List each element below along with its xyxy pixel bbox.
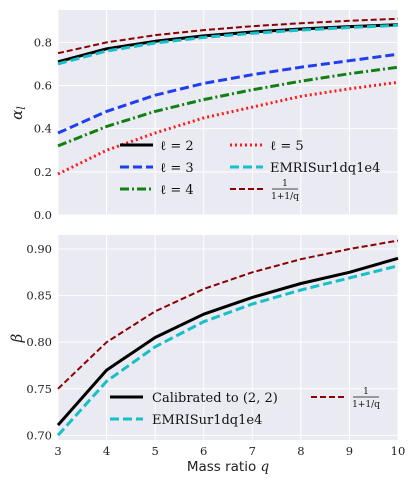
x-tick-label: 5 — [151, 444, 158, 458]
y-tick-label: 0.4 — [34, 122, 52, 136]
series-line-0 — [56, 256, 399, 427]
legend-frac-num-top: 1 — [282, 179, 288, 189]
y-tick-label: 0.90 — [26, 242, 52, 256]
x-axis-label: Mass ratio q — [187, 459, 270, 475]
legend-label-l2: ℓ = 2 — [160, 139, 194, 154]
legend-label-l5: ℓ = 5 — [270, 139, 304, 154]
legend-label-l3: ℓ = 3 — [160, 161, 194, 176]
top-legend: ℓ = 2 ℓ = 5 ℓ = 3 EMRISur1dq1e4 ℓ = 4 1 … — [120, 139, 380, 202]
y-tick-label: 0.75 — [26, 382, 52, 396]
x-tick-label: 10 — [391, 444, 406, 458]
x-tick-label: 9 — [346, 444, 353, 458]
y-tick-label: 0.80 — [26, 335, 52, 349]
x-tick-label: 7 — [249, 444, 256, 458]
series-line-1 — [57, 52, 399, 135]
legend-label-emri-bottom: EMRISur1dq1e4 — [152, 413, 262, 428]
y-tick-label: 0.0 — [34, 208, 52, 222]
y-tick-label: 0.8 — [34, 35, 52, 49]
y-tick-label: 0.70 — [26, 428, 52, 442]
legend-frac-den-top: 1+1/q — [271, 192, 299, 202]
bottom-gridlines — [57, 235, 399, 440]
x-tick-label: 4 — [103, 444, 110, 458]
legend-frac-num-bottom: 1 — [363, 387, 369, 397]
series-line-5 — [57, 17, 399, 55]
x-tick-label: 8 — [297, 444, 304, 458]
legend-label-emri-top: EMRISur1dq1e4 — [270, 161, 380, 176]
bottom-plot-area — [58, 235, 398, 440]
legend-frac-den-bottom: 1+1/q — [352, 400, 380, 410]
y-tick-label: 0.6 — [34, 79, 52, 93]
bottom-legend: Calibrated to (2, 2) EMRISur1dq1e4 1 1+1… — [110, 387, 380, 428]
x-tick-label: 6 — [200, 444, 207, 458]
legend-label-calibrated: Calibrated to (2, 2) — [152, 391, 278, 406]
y-tick-label: 0.85 — [26, 289, 52, 303]
bottom-panel: 3 4 5 6 7 8 9 10 0.70 0.75 0.80 0.85 0.90 β Mass rat… — [8, 235, 405, 475]
y-tick-label: 0.2 — [34, 165, 52, 179]
top-tick-labels: 0.0 0.2 0.4 0.6 0.8 — [34, 35, 52, 222]
top-y-axis-label: αl — [8, 106, 28, 120]
series-line-3 — [57, 80, 399, 176]
bottom-series-lines — [56, 239, 399, 437]
top-panel: 0.0 0.2 0.4 0.6 0.8 αl — [8, 10, 399, 222]
bottom-tick-labels: 3 4 5 6 7 8 9 10 0.70 0.75 0.80 0.85 0.90 — [26, 242, 405, 458]
bottom-y-axis-label: β — [8, 333, 26, 343]
series-line-4 — [57, 23, 399, 66]
legend-label-l4: ℓ = 4 — [160, 183, 194, 198]
series-line-1 — [56, 264, 399, 437]
x-tick-label: 3 — [54, 444, 61, 458]
top-series-lines — [57, 17, 399, 176]
series-line-2 — [57, 65, 399, 148]
series-line-2 — [57, 239, 399, 390]
